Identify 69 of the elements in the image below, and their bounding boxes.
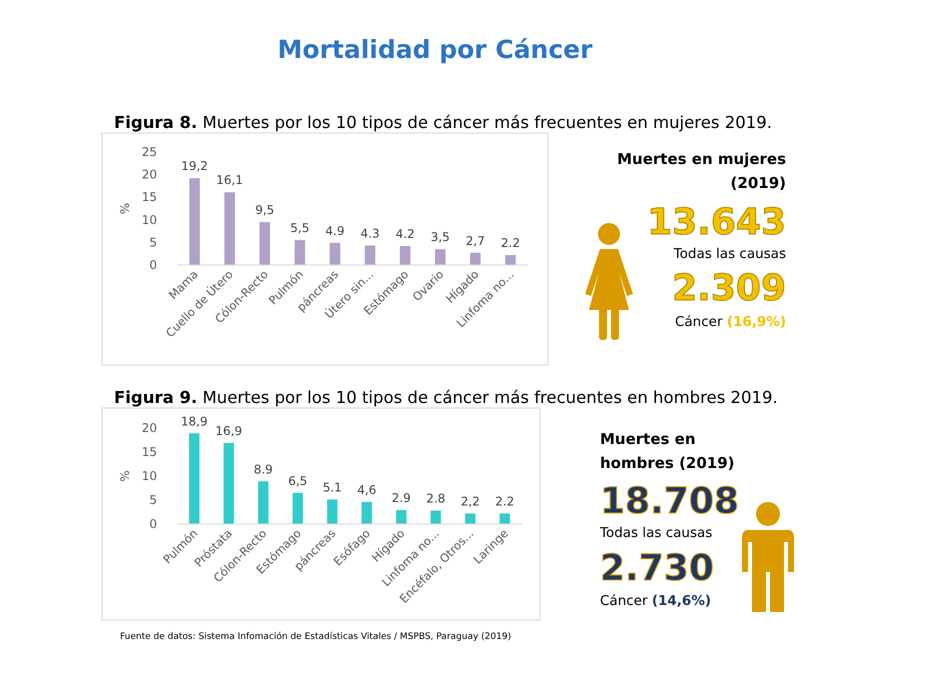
data-label: 4.9: [325, 224, 344, 238]
bar: [400, 246, 410, 265]
y-tick-label: 15: [142, 190, 157, 204]
data-label: 8.9: [254, 462, 273, 476]
y-axis-title: %: [118, 470, 132, 482]
bar: [258, 481, 268, 524]
chart-subtitle: Figura 8. Muertes por los 10 tipos de cáncer más frecuentes en mujeres 2019.: [114, 113, 772, 132]
bar: [430, 510, 441, 524]
text: 18.708: [600, 481, 739, 522]
y-tick-label: 10: [142, 212, 157, 227]
bar: [327, 500, 338, 524]
bar: [224, 442, 234, 524]
data-label: 18,9: [180, 414, 208, 428]
data-label: 16,1: [216, 173, 244, 188]
text: 2.730: [600, 548, 714, 589]
y-tick-label: 5: [149, 493, 157, 507]
y-tick-label: 20: [142, 421, 157, 435]
text: Todas las causas: [599, 525, 712, 541]
bar: [330, 242, 340, 265]
y-tick-label: 0: [149, 517, 157, 531]
data-label: 4,6: [357, 482, 376, 497]
y-axis-title: %: [118, 202, 132, 214]
bar: [294, 240, 306, 265]
bar: [189, 433, 200, 524]
bar: [259, 222, 270, 265]
data-label: 2,7: [466, 234, 485, 248]
data-label: 19,2: [181, 159, 208, 174]
data-label: 2.2: [495, 494, 514, 508]
y-tick-label: 15: [142, 445, 157, 459]
data-label: 6,5: [288, 474, 308, 488]
text: Muertes en hombres (2019): [600, 430, 735, 472]
chart-title: Mortalidad por Cáncer: [278, 35, 594, 64]
y-tick-label: 10: [142, 469, 157, 483]
data-label: 4.3: [360, 226, 380, 241]
text: 13.643: [647, 202, 786, 243]
bar: [500, 513, 510, 524]
text: 2.309: [672, 268, 786, 309]
y-tick-label: 25: [142, 145, 157, 159]
data-label: 5,5: [290, 221, 310, 236]
bar: [396, 510, 406, 524]
bar: [292, 492, 303, 524]
bar: [434, 249, 446, 265]
bar: [505, 255, 516, 265]
data-label: 3,5: [430, 230, 450, 244]
data-label: 2.9: [392, 491, 411, 506]
y-tick-label: 0: [149, 258, 157, 272]
chart-subtitle: Figura 9. Muertes por los 10 tipos de cáncer más frecuentes en hombres 2019.: [114, 388, 778, 407]
data-label: 4.2: [396, 227, 415, 242]
text: (14,6%): [652, 593, 712, 609]
text: Cáncer: [600, 593, 652, 609]
bar: [364, 246, 376, 265]
data-label: 16,9: [215, 424, 242, 438]
text: Muertes en mujeres (2019): [617, 150, 786, 192]
data-label: 2.2: [500, 236, 520, 250]
data-label: 2.8: [426, 492, 446, 506]
data-label: 5.1: [322, 480, 342, 495]
data-label: 9,5: [255, 203, 274, 218]
bar: [362, 502, 372, 524]
text: Cáncer: [674, 314, 727, 330]
y-tick-label: 20: [142, 168, 157, 182]
text: (16,9%): [726, 314, 786, 330]
data-label: 2,2: [460, 494, 480, 508]
y-tick-label: 5: [149, 235, 157, 250]
text: Todas las causas: [672, 246, 786, 262]
bar: [189, 178, 200, 265]
bar: [470, 252, 481, 265]
bar: [224, 192, 235, 265]
bar: [465, 513, 476, 524]
source-note: Fuente de datos: Sistema Infomación de Estadísticas Vitales / MSPBS, Paraguay (2019): [120, 631, 512, 642]
